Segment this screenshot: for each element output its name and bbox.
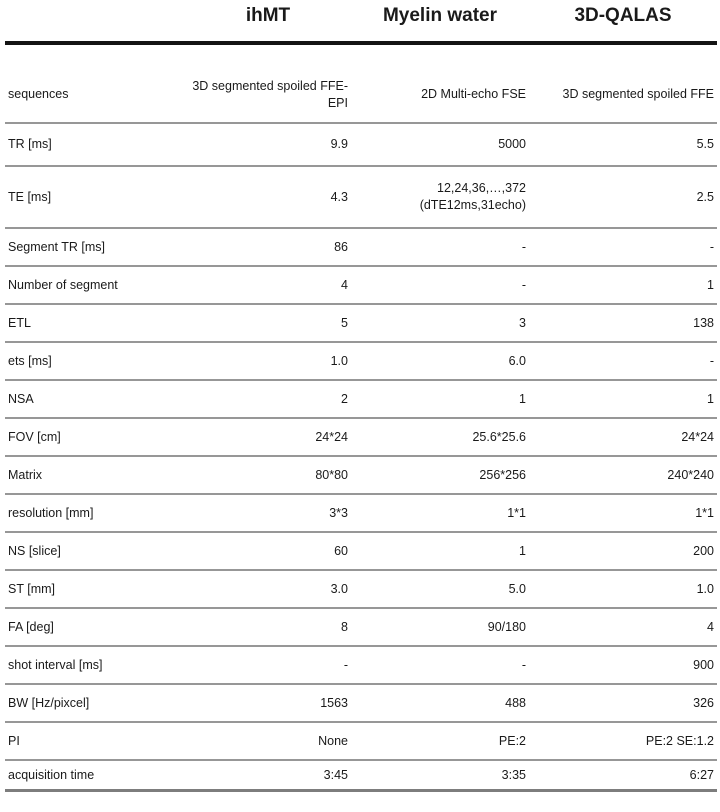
cell-value: 1 <box>519 543 526 558</box>
cell-value: 1.0 <box>330 353 348 368</box>
cell-value: 488 <box>505 695 526 710</box>
cell-value: - <box>521 239 526 254</box>
cell-value: 1*1 <box>507 505 526 520</box>
row-label: sequences <box>8 87 69 101</box>
cell-value: - <box>521 277 526 292</box>
cell-value: 4.3 <box>330 189 348 204</box>
cell-value: 1 <box>707 391 714 406</box>
table-header-row: ihMT Myelin water 3D-QALAS <box>5 0 717 45</box>
cell-value: 6.0 <box>508 353 526 368</box>
cell-value: 5000 <box>498 137 526 151</box>
cell-value: 86 <box>334 239 348 254</box>
cell-value: None <box>318 733 348 748</box>
cell-value: 3.0 <box>330 581 348 596</box>
row-label: BW [Hz/pixcel] <box>8 695 90 710</box>
table-row: NSA 2 1 1 <box>5 381 717 419</box>
cell-value: 8 <box>341 619 348 634</box>
cell-value: 25.6*25.6 <box>472 429 526 444</box>
table-row: Number of segment 4 - 1 <box>5 267 717 305</box>
table-row: ST [mm] 3.0 5.0 1.0 <box>5 571 717 609</box>
cell-value: 5.0 <box>508 581 526 596</box>
row-label: NS [slice] <box>8 543 61 558</box>
row-label: Matrix <box>8 467 43 482</box>
cell-value: - <box>709 353 714 368</box>
row-label: TR [ms] <box>8 137 52 151</box>
table-row: TE [ms] 4.3 12,24,36,…,372 (dTE12ms,31echo… <box>5 167 717 229</box>
cell-value: 3D segmented spoiled FFE <box>562 87 714 101</box>
header-3d-qalas: 3D-QALAS <box>574 5 672 26</box>
cell-value: 5 <box>341 315 348 330</box>
cell-value: PE:2 SE:1.2 <box>645 733 714 748</box>
cell-value: 200 <box>693 543 714 558</box>
row-label: FA [deg] <box>8 619 54 634</box>
table-row: resolution [mm] 3*3 1*1 1*1 <box>5 495 717 533</box>
cell-value: 12,24,36,…,372 (dTE12ms,31echo) <box>419 181 526 212</box>
cell-value: 256*256 <box>479 467 526 482</box>
row-label: ETL <box>8 315 31 330</box>
cell-value: 326 <box>693 695 714 710</box>
table-row: FOV [cm] 24*24 25.6*25.6 24*24 <box>5 419 717 457</box>
table-row: BW [Hz/pixcel] 1563 488 326 <box>5 685 717 723</box>
cell-value: 24*24 <box>315 429 348 444</box>
row-label: PI <box>8 733 20 748</box>
row-label: ets [ms] <box>8 353 52 368</box>
row-label: FOV [cm] <box>8 429 61 444</box>
row-label: resolution [mm] <box>8 505 94 520</box>
row-label: acquisition time <box>8 767 95 782</box>
cell-value: 6:27 <box>689 767 714 782</box>
cell-value: 9.9 <box>330 137 348 151</box>
table-row: FA [deg] 8 90/180 4 <box>5 609 717 647</box>
cell-value: 2.5 <box>696 189 714 204</box>
cell-value: 2 <box>341 391 348 406</box>
table-body: sequences 3D segmented spoiled FFE- EPI 2D… <box>5 45 717 792</box>
cell-value: 3:35 <box>501 767 526 782</box>
row-label: Number of segment <box>8 277 118 292</box>
header-myelin-water: Myelin water <box>382 5 498 26</box>
cell-value: 24*24 <box>681 429 714 444</box>
cell-value: 138 <box>693 315 714 330</box>
cell-value: 900 <box>693 657 714 672</box>
table-row: sequences 3D segmented spoiled FFE- EPI 2D… <box>5 45 717 124</box>
cell-value: 2D Multi-echo FSE <box>421 87 526 101</box>
table-row: Matrix 80*80 256*256 240*240 <box>5 457 717 495</box>
cell-value: 3*3 <box>329 505 348 520</box>
cell-value: 80*80 <box>315 467 348 482</box>
cell-value: 1 <box>519 391 526 406</box>
cell-value: 60 <box>334 543 348 558</box>
row-label: ST [mm] <box>8 581 55 596</box>
row-label: shot interval [ms] <box>8 657 103 672</box>
cell-value: 1.0 <box>696 581 714 596</box>
cell-value: 5.5 <box>696 137 714 151</box>
cell-value: 3 <box>519 315 526 330</box>
cell-value: 3:45 <box>323 767 348 782</box>
cell-value: 240*240 <box>667 467 714 482</box>
cell-value: - <box>709 239 714 254</box>
table-row: ETL 5 3 138 <box>5 305 717 343</box>
row-label: TE [ms] <box>8 189 52 204</box>
cell-value: PE:2 <box>498 733 526 748</box>
cell-value: - <box>521 657 526 672</box>
cell-value: - <box>343 657 348 672</box>
row-label: Segment TR [ms] <box>8 239 106 254</box>
table-row: NS [slice] 60 1 200 <box>5 533 717 571</box>
cell-value: 1*1 <box>695 505 714 520</box>
cell-value: 4 <box>341 277 348 292</box>
table-row: acquisition time 3:45 3:35 6:27 <box>5 761 717 792</box>
mri-parameters-table: ihMT Myelin water 3D-QALAS sequences 3D s… <box>5 0 717 792</box>
table-row: Segment TR [ms] 86 - - <box>5 229 717 267</box>
cell-value: 4 <box>707 619 714 634</box>
table-row: ets [ms] 1.0 6.0 - <box>5 343 717 381</box>
table-row: TR [ms] 9.9 5000 5.5 <box>5 124 717 167</box>
cell-value: 90/180 <box>487 619 526 634</box>
table-row: shot interval [ms] - - 900 <box>5 647 717 685</box>
cell-value: 1 <box>707 277 714 292</box>
cell-value: 3D segmented spoiled FFE- EPI <box>192 78 348 110</box>
cell-value: 1563 <box>320 695 348 710</box>
table-row: PI None PE:2 PE:2 SE:1.2 <box>5 723 717 761</box>
row-label: NSA <box>8 391 34 406</box>
header-ihmt: ihMT <box>245 5 291 26</box>
